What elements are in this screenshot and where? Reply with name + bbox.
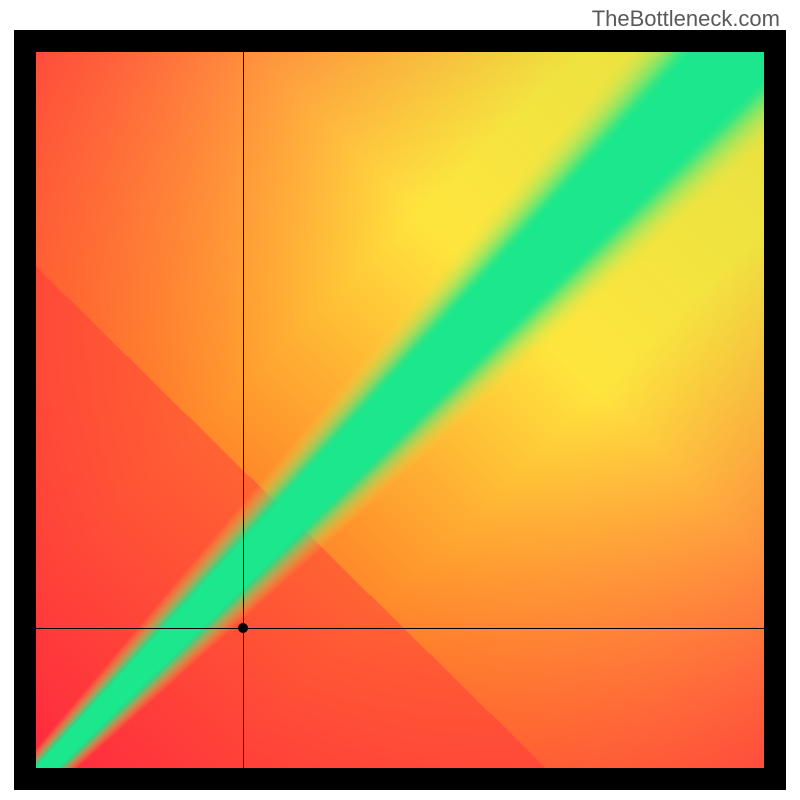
crosshair-vertical <box>243 52 244 768</box>
bottleneck-heatmap <box>36 52 764 768</box>
watermark-text: TheBottleneck.com <box>592 6 780 32</box>
selection-marker <box>238 623 248 633</box>
crosshair-horizontal <box>36 628 764 629</box>
